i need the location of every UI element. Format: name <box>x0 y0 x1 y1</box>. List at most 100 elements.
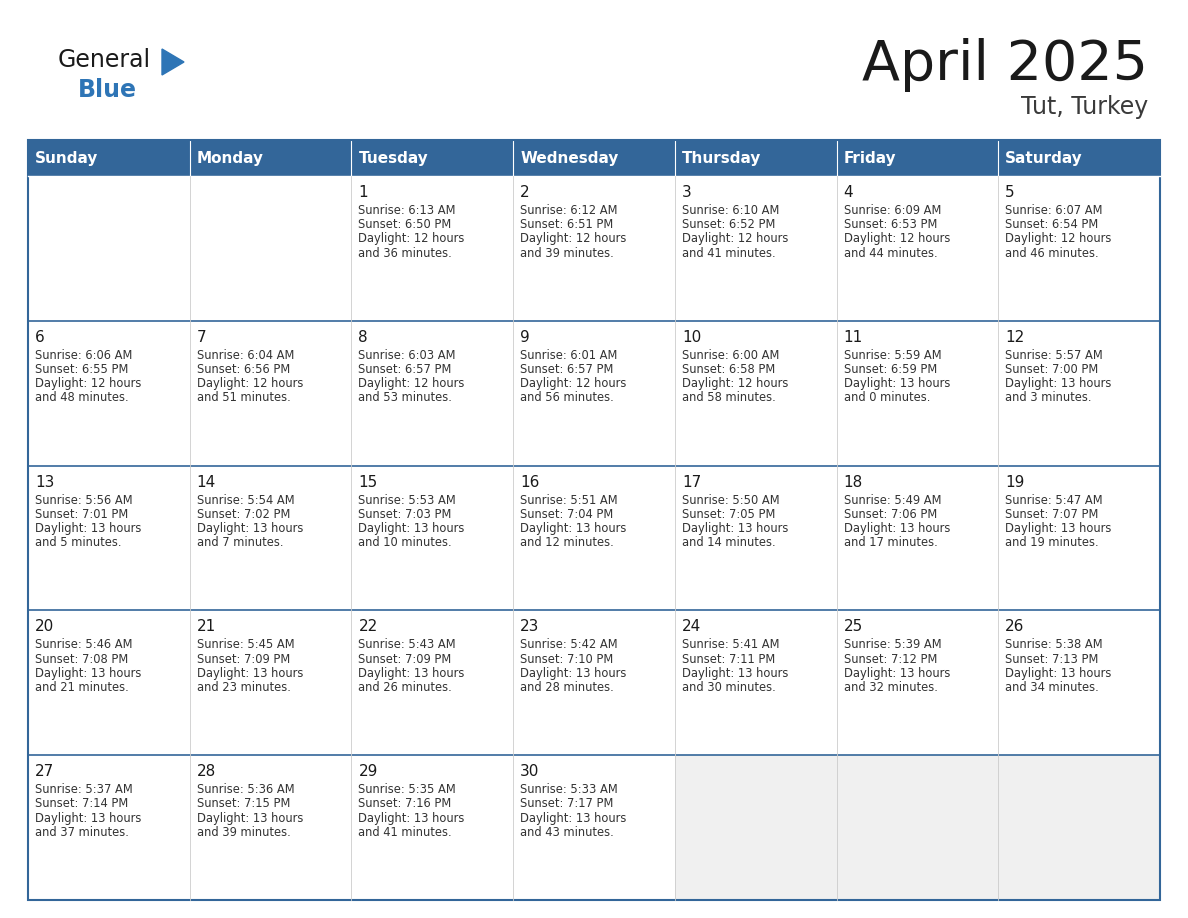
Text: Sunset: 6:51 PM: Sunset: 6:51 PM <box>520 218 613 231</box>
Bar <box>352 320 513 465</box>
Text: and 19 minutes.: and 19 minutes. <box>1005 536 1099 549</box>
Text: and 5 minutes.: and 5 minutes. <box>34 536 121 549</box>
Text: Sunrise: 5:45 AM: Sunrise: 5:45 AM <box>197 638 295 652</box>
Text: Sunset: 6:55 PM: Sunset: 6:55 PM <box>34 363 128 376</box>
Text: 3: 3 <box>682 185 691 200</box>
Text: Sunrise: 6:13 AM: Sunrise: 6:13 AM <box>359 204 456 217</box>
Text: Sunrise: 6:07 AM: Sunrise: 6:07 AM <box>1005 204 1102 217</box>
Text: Sunrise: 5:36 AM: Sunrise: 5:36 AM <box>197 783 295 796</box>
Text: Sunset: 7:06 PM: Sunset: 7:06 PM <box>843 508 937 521</box>
Bar <box>190 610 352 756</box>
Text: 6: 6 <box>34 330 45 345</box>
Text: 29: 29 <box>359 764 378 779</box>
Text: Daylight: 12 hours: Daylight: 12 hours <box>359 377 465 390</box>
Text: Sunset: 7:03 PM: Sunset: 7:03 PM <box>359 508 451 521</box>
Text: and 53 minutes.: and 53 minutes. <box>359 391 453 405</box>
Text: Sunrise: 5:54 AM: Sunrise: 5:54 AM <box>197 494 295 507</box>
Text: Daylight: 12 hours: Daylight: 12 hours <box>843 232 950 245</box>
Text: Sunrise: 6:04 AM: Sunrise: 6:04 AM <box>197 349 295 362</box>
Text: Daylight: 12 hours: Daylight: 12 hours <box>1005 232 1112 245</box>
Text: 7: 7 <box>197 330 207 345</box>
Text: 12: 12 <box>1005 330 1024 345</box>
Text: Sunset: 7:04 PM: Sunset: 7:04 PM <box>520 508 613 521</box>
Text: Daylight: 13 hours: Daylight: 13 hours <box>197 666 303 680</box>
Text: Sunset: 7:05 PM: Sunset: 7:05 PM <box>682 508 776 521</box>
Text: 18: 18 <box>843 475 862 489</box>
Bar <box>836 176 998 320</box>
Text: Sunrise: 5:33 AM: Sunrise: 5:33 AM <box>520 783 618 796</box>
Bar <box>675 320 836 465</box>
Text: 26: 26 <box>1005 620 1025 634</box>
Text: Sunset: 7:09 PM: Sunset: 7:09 PM <box>197 653 290 666</box>
Text: Sunrise: 6:01 AM: Sunrise: 6:01 AM <box>520 349 618 362</box>
Text: Sunset: 7:02 PM: Sunset: 7:02 PM <box>197 508 290 521</box>
Text: Sunset: 7:07 PM: Sunset: 7:07 PM <box>1005 508 1099 521</box>
Text: Sunrise: 5:39 AM: Sunrise: 5:39 AM <box>843 638 941 652</box>
Text: and 0 minutes.: and 0 minutes. <box>843 391 930 405</box>
Text: Sunset: 7:09 PM: Sunset: 7:09 PM <box>359 653 451 666</box>
Text: Sunrise: 5:46 AM: Sunrise: 5:46 AM <box>34 638 133 652</box>
Text: 22: 22 <box>359 620 378 634</box>
Text: Daylight: 13 hours: Daylight: 13 hours <box>1005 377 1112 390</box>
Bar <box>352 756 513 900</box>
Text: and 7 minutes.: and 7 minutes. <box>197 536 283 549</box>
Text: Daylight: 13 hours: Daylight: 13 hours <box>359 812 465 824</box>
Text: and 17 minutes.: and 17 minutes. <box>843 536 937 549</box>
Text: 9: 9 <box>520 330 530 345</box>
Text: Daylight: 13 hours: Daylight: 13 hours <box>843 522 950 535</box>
Text: Sunrise: 5:50 AM: Sunrise: 5:50 AM <box>682 494 779 507</box>
Text: 24: 24 <box>682 620 701 634</box>
Text: and 14 minutes.: and 14 minutes. <box>682 536 776 549</box>
Bar <box>352 140 513 176</box>
Bar <box>998 176 1159 320</box>
Bar <box>836 320 998 465</box>
Text: 16: 16 <box>520 475 539 489</box>
Bar <box>190 176 352 320</box>
Text: 14: 14 <box>197 475 216 489</box>
Text: Sunset: 6:56 PM: Sunset: 6:56 PM <box>197 363 290 376</box>
Text: 20: 20 <box>34 620 55 634</box>
Bar <box>29 610 190 756</box>
Text: 15: 15 <box>359 475 378 489</box>
Bar <box>352 465 513 610</box>
Bar <box>29 320 190 465</box>
Bar <box>352 610 513 756</box>
Text: Sunset: 7:16 PM: Sunset: 7:16 PM <box>359 798 451 811</box>
Text: Sunrise: 6:00 AM: Sunrise: 6:00 AM <box>682 349 779 362</box>
Text: Sunset: 6:59 PM: Sunset: 6:59 PM <box>843 363 937 376</box>
Text: Sunrise: 6:10 AM: Sunrise: 6:10 AM <box>682 204 779 217</box>
Text: Daylight: 13 hours: Daylight: 13 hours <box>682 522 788 535</box>
Text: Daylight: 12 hours: Daylight: 12 hours <box>34 377 141 390</box>
Text: 21: 21 <box>197 620 216 634</box>
Text: Sunrise: 5:53 AM: Sunrise: 5:53 AM <box>359 494 456 507</box>
Text: Sunset: 7:00 PM: Sunset: 7:00 PM <box>1005 363 1099 376</box>
Text: Sunset: 7:10 PM: Sunset: 7:10 PM <box>520 653 613 666</box>
Text: Daylight: 13 hours: Daylight: 13 hours <box>34 522 141 535</box>
Text: and 43 minutes.: and 43 minutes. <box>520 826 614 839</box>
Text: Daylight: 13 hours: Daylight: 13 hours <box>197 812 303 824</box>
Text: Sunrise: 5:43 AM: Sunrise: 5:43 AM <box>359 638 456 652</box>
Bar <box>513 320 675 465</box>
Text: Sunset: 6:57 PM: Sunset: 6:57 PM <box>359 363 451 376</box>
Text: Sunset: 6:57 PM: Sunset: 6:57 PM <box>520 363 613 376</box>
Bar <box>836 465 998 610</box>
Text: and 48 minutes.: and 48 minutes. <box>34 391 128 405</box>
Text: 25: 25 <box>843 620 862 634</box>
Bar <box>675 756 836 900</box>
Bar <box>513 465 675 610</box>
Text: Wednesday: Wednesday <box>520 151 619 165</box>
Text: and 30 minutes.: and 30 minutes. <box>682 681 776 694</box>
Text: and 23 minutes.: and 23 minutes. <box>197 681 291 694</box>
Text: and 37 minutes.: and 37 minutes. <box>34 826 128 839</box>
Bar <box>675 176 836 320</box>
Bar <box>513 610 675 756</box>
Bar <box>998 140 1159 176</box>
Text: Blue: Blue <box>78 78 137 102</box>
Text: and 44 minutes.: and 44 minutes. <box>843 247 937 260</box>
Bar <box>29 176 190 320</box>
Text: Sunrise: 5:37 AM: Sunrise: 5:37 AM <box>34 783 133 796</box>
Text: Friday: Friday <box>843 151 896 165</box>
Text: Sunset: 7:12 PM: Sunset: 7:12 PM <box>843 653 937 666</box>
Text: April 2025: April 2025 <box>862 38 1148 92</box>
Bar <box>998 320 1159 465</box>
